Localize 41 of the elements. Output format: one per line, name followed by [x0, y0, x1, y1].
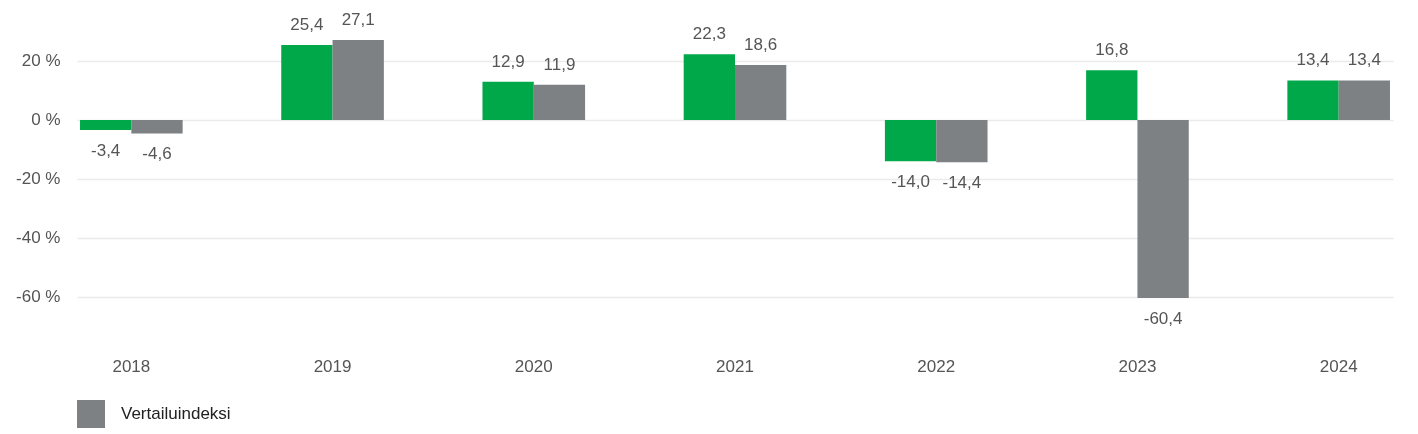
- x-tick-label: 2021: [716, 356, 754, 376]
- bar: [1287, 80, 1339, 120]
- bar: [131, 119, 183, 134]
- data-label: -14,0: [891, 172, 930, 192]
- bar: [281, 45, 333, 120]
- data-label: -4,6: [142, 144, 172, 164]
- bar: [1338, 80, 1390, 120]
- bar: [1086, 70, 1138, 120]
- y-tick-label: 20 %: [21, 51, 61, 71]
- data-label: 11,9: [543, 54, 576, 74]
- bar: [936, 119, 988, 163]
- bar: [533, 84, 586, 120]
- x-tick-label: 2024: [1319, 356, 1358, 376]
- data-label: 18,6: [744, 35, 778, 55]
- y-tick-label: -60 %: [16, 287, 61, 307]
- x-tick-label: 2020: [514, 356, 553, 376]
- data-label: 13,4: [1296, 50, 1330, 70]
- bar: [683, 54, 735, 120]
- y-tick-label: -20 %: [16, 169, 61, 189]
- x-tick-label: 2022: [917, 356, 956, 376]
- x-tick-label: 2019: [313, 356, 352, 376]
- x-tick-label: 2023: [1118, 356, 1157, 376]
- data-label: -14,4: [942, 173, 982, 193]
- bar: [1137, 119, 1189, 298]
- data-label: 25,4: [290, 15, 324, 35]
- bar: [735, 65, 787, 120]
- legend-label: Vertailuindeksi: [121, 404, 231, 423]
- data-label: 27,1: [341, 10, 375, 29]
- data-label: 12,9: [491, 51, 525, 71]
- bar: [884, 119, 937, 162]
- data-label: 16,8: [1095, 40, 1129, 60]
- x-tick-label: 2018: [112, 356, 151, 376]
- bar: [80, 119, 132, 130]
- bar: [332, 40, 384, 120]
- data-label: -3,4: [91, 140, 121, 160]
- y-tick-label: 0 %: [31, 110, 61, 130]
- data-label: -60,4: [1143, 309, 1183, 328]
- bar: [482, 81, 534, 120]
- data-label: 13,4: [1347, 50, 1381, 70]
- y-tick-label: -40 %: [16, 228, 61, 248]
- data-label: 22,3: [692, 24, 726, 44]
